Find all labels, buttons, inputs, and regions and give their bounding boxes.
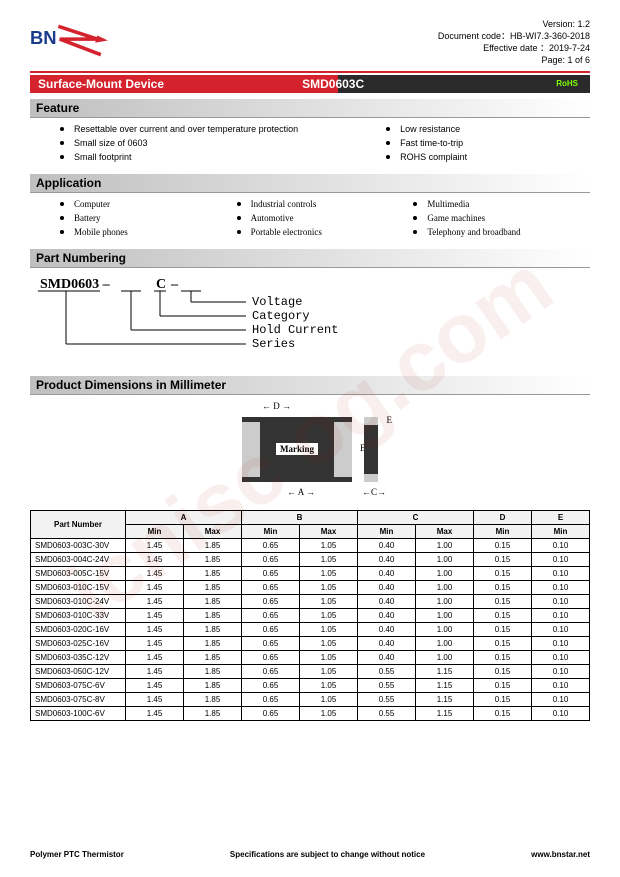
footer-right: www.bnstar.net: [531, 850, 590, 859]
application-heading: Application: [30, 174, 590, 193]
feature-list: Resettable over current and over tempera…: [30, 118, 590, 168]
table-row: SMD0603-004C-24V1.451.850.651.050.401.00…: [31, 552, 590, 566]
table-row: SMD0603-025C-16V1.451.850.651.050.401.00…: [31, 636, 590, 650]
col-c: C: [358, 510, 474, 524]
title-left: Surface-Mount Device: [38, 77, 292, 91]
code-line: Document code：HB-WI7.3-360-2018: [438, 30, 590, 42]
marking-label: Marking: [276, 443, 318, 455]
chip-side-view: [364, 417, 378, 482]
feature-item: ROHS complaint: [400, 152, 467, 162]
feature-item: Low resistance: [400, 124, 460, 134]
app-item: Portable electronics: [251, 227, 322, 237]
col-e: E: [532, 510, 590, 524]
app-item: Game machines: [427, 213, 485, 223]
table-row: SMD0603-100C-6V1.451.850.651.050.551.150…: [31, 706, 590, 720]
app-item: Computer: [74, 199, 110, 209]
svg-text:SMD0603 – C –: SMD0603 – C –: [40, 277, 179, 292]
col-partnumber: Part Number: [31, 510, 126, 538]
version-line: Version: 1.2: [438, 18, 590, 30]
col-a: A: [126, 510, 242, 524]
feature-item: Fast time-to-trip: [400, 138, 463, 148]
header: BN Version: 1.2 Document code：HB-WI7.3-3…: [30, 18, 590, 67]
date-line: Effective date ：2019-7-24: [438, 42, 590, 54]
dimensions-heading: Product Dimensions in Millimeter: [30, 376, 590, 395]
footer-mid: Specifications are subject to change wit…: [230, 850, 425, 859]
page-line: Page: 1 of 6: [438, 54, 590, 66]
app-item: Multimedia: [427, 199, 469, 209]
partnumber-diagram: SMD0603 – C – . Voltage Category Hold Cu…: [30, 268, 590, 370]
svg-text:Voltage: Voltage: [252, 295, 302, 309]
svg-text:Series: Series: [252, 337, 295, 351]
dimension-diagram: Marking ← D → ← A → B E ←C→: [30, 395, 590, 504]
divider: [30, 71, 590, 73]
app-item: Telephony and broadband: [427, 227, 520, 237]
svg-text:Category: Category: [252, 309, 310, 323]
svg-text:BN: BN: [30, 27, 57, 48]
doc-info: Version: 1.2 Document code：HB-WI7.3-360-…: [438, 18, 590, 67]
feature-heading: Feature: [30, 99, 590, 118]
footer-left: Polymer PTC Thermistor: [30, 850, 124, 859]
table-row: SMD0603-005C-15V1.451.850.651.050.401.00…: [31, 566, 590, 580]
app-item: Industrial controls: [251, 199, 317, 209]
table-row: SMD0603-003C-30V1.451.850.651.050.401.00…: [31, 538, 590, 552]
app-item: Automotive: [251, 213, 294, 223]
table-row: SMD0603-075C-6V1.451.850.651.050.551.150…: [31, 678, 590, 692]
app-item: Battery: [74, 213, 101, 223]
col-b: B: [242, 510, 358, 524]
app-item: Mobile phones: [74, 227, 128, 237]
dimensions-table: Part Number A B C D E MinMax MinMax MinM…: [30, 510, 590, 721]
rohs-badge: RoHS: [556, 79, 582, 88]
svg-text:Hold Current: Hold Current: [252, 323, 338, 337]
footer: Polymer PTC Thermistor Specifications ar…: [30, 850, 590, 859]
feature-item: Resettable over current and over tempera…: [74, 124, 298, 134]
feature-item: Small size of 0603: [74, 138, 148, 148]
table-row: SMD0603-010C-15V1.451.850.651.050.401.00…: [31, 580, 590, 594]
table-row: SMD0603-020C-16V1.451.850.651.050.401.00…: [31, 622, 590, 636]
logo: BN: [30, 18, 115, 63]
partnumbering-heading: Part Numbering: [30, 249, 590, 268]
table-row: SMD0603-010C-33V1.451.850.651.050.401.00…: [31, 608, 590, 622]
table-row: SMD0603-075C-8V1.451.850.651.050.551.150…: [31, 692, 590, 706]
table-row: SMD0603-050C-12V1.451.850.651.050.551.15…: [31, 664, 590, 678]
chip-top-view: Marking: [242, 417, 352, 482]
feature-item: Small footprint: [74, 152, 132, 162]
application-list: Computer Battery Mobile phones Industria…: [30, 193, 590, 243]
title-mid: SMD0603C: [292, 77, 556, 91]
table-row: SMD0603-010C-24V1.451.850.651.050.401.00…: [31, 594, 590, 608]
table-row: SMD0603-035C-12V1.451.850.651.050.401.00…: [31, 650, 590, 664]
col-d: D: [474, 510, 532, 524]
title-bar: Surface-Mount Device SMD0603C RoHS: [30, 75, 590, 93]
